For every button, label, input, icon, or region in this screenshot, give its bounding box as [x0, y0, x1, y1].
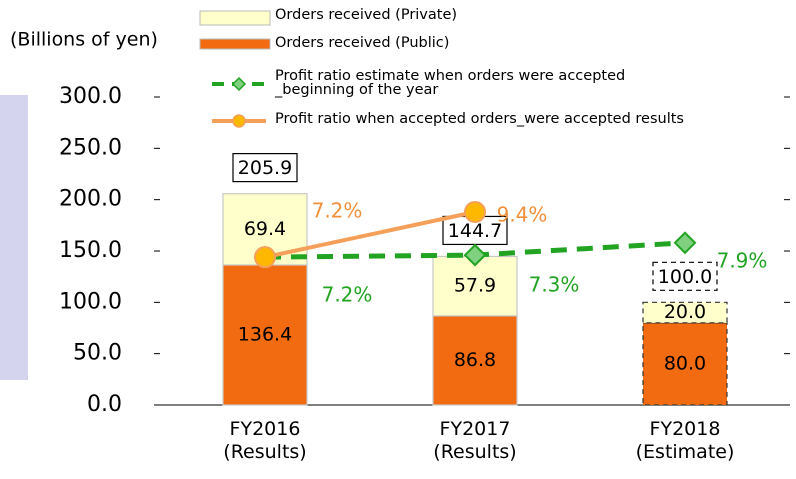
- marker: [254, 246, 276, 269]
- legend-swatch: [199, 10, 271, 26]
- y-tick-label: 0.0: [87, 392, 122, 417]
- y-tick-label: 250.0: [59, 135, 122, 160]
- bar-segment: [642, 322, 728, 406]
- segment-label: 57.9: [454, 275, 496, 297]
- segment-label: 86.8: [454, 349, 496, 371]
- marker: [463, 243, 487, 267]
- segment-label: 136.4: [238, 323, 292, 345]
- x-tick-label: FY2017 (Results): [433, 418, 517, 463]
- total-box: [652, 261, 718, 291]
- total-label: 205.9: [238, 157, 292, 179]
- total-box: [232, 153, 298, 183]
- bar-segment: [642, 301, 728, 324]
- percent-label: 7.2%: [312, 199, 363, 223]
- legend-label: Profit ratio estimate when orders were a…: [275, 68, 626, 98]
- x-tick-label: FY2016 (Results): [223, 418, 307, 463]
- y-tick-label: 100.0: [59, 289, 122, 314]
- percent-label: 7.9%: [717, 248, 768, 272]
- legend-label: Orders received (Public): [275, 35, 450, 51]
- line-series: [264, 210, 476, 260]
- segment-label: 69.4: [244, 218, 286, 240]
- legend-marker: [232, 114, 246, 128]
- y-tick-label: 200.0: [59, 187, 122, 212]
- total-label: 100.0: [658, 266, 712, 288]
- percent-label: 7.2%: [322, 283, 373, 307]
- legend-marker: [231, 76, 247, 92]
- percent-label: 7.3%: [529, 273, 580, 297]
- y-tick-label: 150.0: [59, 238, 122, 263]
- y-axis-label: (Billions of yen): [10, 29, 158, 51]
- y-tick-label: 50.0: [73, 341, 122, 366]
- bar-segment: [432, 315, 518, 406]
- side-panel: [0, 95, 28, 380]
- legend-swatch: [199, 38, 271, 50]
- bar-segment: [222, 264, 308, 406]
- segment-label: 80.0: [664, 352, 706, 374]
- total-label: 144.7: [448, 220, 502, 242]
- x-tick-label: FY2018 (Estimate): [635, 418, 735, 463]
- segment-label: 20.0: [664, 301, 706, 323]
- marker: [464, 200, 486, 223]
- marker: [673, 231, 697, 255]
- y-tick-label: 300.0: [59, 84, 122, 109]
- legend-label: Orders received (Private): [275, 7, 458, 23]
- legend-label: Profit ratio when accepted orders_were a…: [275, 111, 684, 127]
- percent-label: 9.4%: [497, 202, 548, 226]
